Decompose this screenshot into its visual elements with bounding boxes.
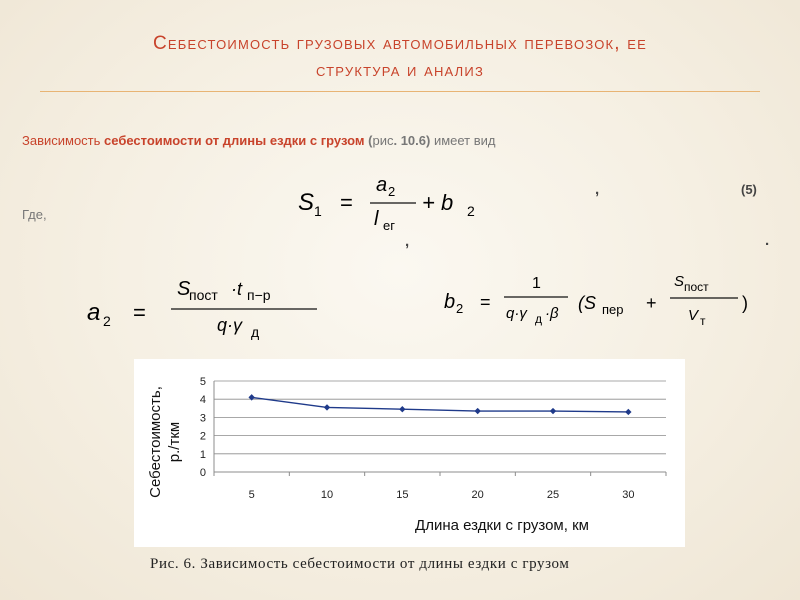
formula-s1: S 1 = a 2 l ег + b 2 xyxy=(298,174,475,233)
b2-inner-den-sub: т xyxy=(700,314,706,328)
lead-fig-ref: . 10.6) xyxy=(393,133,434,148)
slide-title: Себестоимость грузовых автомобильных пер… xyxy=(40,30,760,84)
b2-frac-den-sub: д xyxy=(535,312,542,326)
lead-paragraph: Зависимость себестоимости от длины ездки… xyxy=(22,133,495,148)
s1-den-sub: ег xyxy=(383,218,395,233)
chart-axes: 0 1 2 3 4 5 5 10 15 20 25 30 xyxy=(200,376,667,501)
a2-eq: = xyxy=(133,300,146,325)
s1-eq: = xyxy=(340,190,353,215)
a2-num-t: ·t xyxy=(231,279,243,299)
b2-frac-num: 1 xyxy=(532,275,541,292)
b2-close: ) xyxy=(742,293,748,313)
data-point xyxy=(323,404,331,411)
lead-paren: ( xyxy=(364,133,373,148)
lead-text-1: Зависимость xyxy=(22,133,105,148)
s1-num: a xyxy=(376,174,387,196)
data-point xyxy=(549,407,557,415)
s1-lhs-sub: 1 xyxy=(314,203,322,219)
y-axis-label-line-2: р./ткм xyxy=(166,422,183,462)
b2-open-sub: пер xyxy=(602,302,624,317)
equation-number: (5) xyxy=(741,182,757,197)
b2-inner-num-sub: пост xyxy=(684,280,709,294)
b2-inner-den: V xyxy=(688,307,700,324)
figure-caption: Рис. 6. Зависимость себестоимости от дли… xyxy=(150,556,570,572)
comma-2: , xyxy=(405,233,410,250)
comma-1: , xyxy=(595,181,600,198)
b2-frac-den: q·γ xyxy=(506,305,528,322)
x-tick-label: 30 xyxy=(622,489,634,501)
b2-open: (S xyxy=(578,293,596,313)
chart-container: 0 1 2 3 4 5 5 10 15 20 25 30 Себестоимость, р./ткм … xyxy=(134,359,685,547)
period: . xyxy=(765,232,770,249)
y-tick-label: 1 xyxy=(200,449,206,461)
s1-lhs: S xyxy=(298,189,314,216)
b2-inner-num: S xyxy=(674,273,684,290)
s1-den: l xyxy=(374,208,379,230)
chart-series xyxy=(248,394,632,416)
y-axis-label-line-1: Себестоимость, xyxy=(147,386,164,498)
a2-lhs: a xyxy=(87,299,100,326)
x-tick-label: 25 xyxy=(547,489,559,501)
x-tick-label: 5 xyxy=(249,489,255,501)
y-tick-label: 3 xyxy=(200,412,206,424)
lead-fig-word: рис xyxy=(372,133,394,148)
b2-plus: + xyxy=(646,293,657,313)
data-point xyxy=(474,407,481,415)
b2-eq: = xyxy=(480,292,491,312)
formula-b2: b 2 = 1 q·γ д ·β (S пер + S пост V т ) xyxy=(444,273,748,328)
x-tick-label: 10 xyxy=(321,489,333,501)
y-tick-label: 5 xyxy=(200,376,206,388)
data-point xyxy=(625,408,632,416)
s1-plus-b: + b xyxy=(422,190,453,215)
a2-num-s-sub: пост xyxy=(189,287,218,303)
a2-num-t-sub: п−р xyxy=(247,287,271,303)
y-tick-label: 4 xyxy=(200,394,206,406)
b2-frac-den-tail: ·β xyxy=(545,305,559,322)
series-line xyxy=(251,396,629,413)
a2-lhs-sub: 2 xyxy=(103,313,111,329)
data-point xyxy=(399,406,406,413)
b2-lhs-sub: 2 xyxy=(456,301,463,316)
formula-a2: a 2 = S пост ·t п−р q·γ д xyxy=(87,278,317,340)
where-label: Где, xyxy=(22,207,47,222)
y-tick-label: 0 xyxy=(200,467,206,479)
x-axis-label: Длина ездки с грузом, км xyxy=(415,517,589,534)
b2-lhs: b xyxy=(444,291,455,313)
s1-num-sub: 2 xyxy=(388,184,395,199)
slide-title-line-1: Себестоимость грузовых автомобильных пер… xyxy=(152,33,648,54)
y-tick-label: 2 xyxy=(200,431,206,443)
data-point xyxy=(248,394,255,401)
lead-text-tail: имеет вид xyxy=(433,133,496,148)
a2-den-sub: д xyxy=(251,324,259,340)
s1-b-sub: 2 xyxy=(467,203,475,219)
a2-den: q·γ xyxy=(217,315,243,335)
slide-title-line-2: структура и анализ xyxy=(315,60,485,81)
title-divider xyxy=(40,91,760,92)
a2-num-s: S xyxy=(177,278,191,300)
x-tick-label: 20 xyxy=(472,489,484,501)
chart-grid xyxy=(214,380,666,473)
x-tick-label: 15 xyxy=(396,489,408,501)
lead-text-bold: себестоимости от длины ездки с грузом xyxy=(104,133,365,148)
